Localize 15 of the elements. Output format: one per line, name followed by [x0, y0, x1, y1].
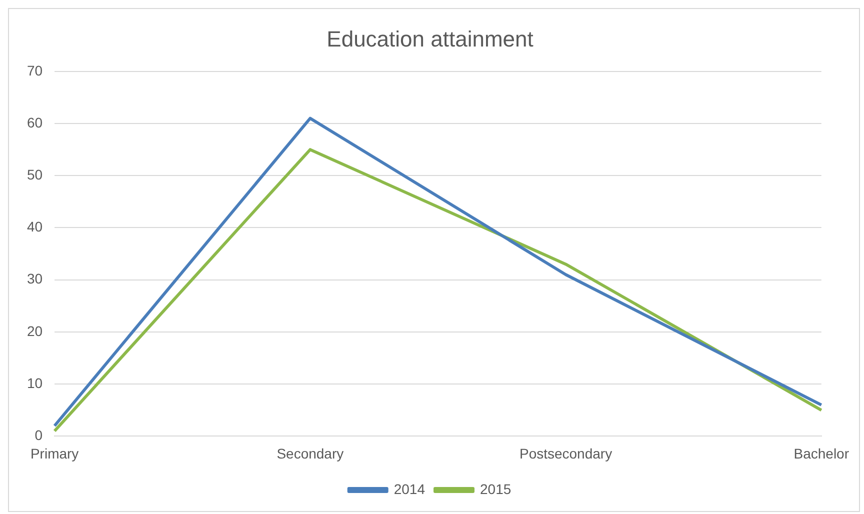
y-tick-label: 50 [26, 166, 43, 182]
x-tick-label: Primary [30, 445, 79, 462]
x-tick-label: Bachelor [794, 445, 850, 462]
legend-label: 2014 [394, 480, 426, 497]
y-tick-label: 10 [26, 374, 43, 391]
y-tick-label: 20 [26, 322, 43, 339]
legend-label: 2015 [480, 480, 512, 497]
y-tick-label: 0 [34, 427, 43, 444]
x-tick-label: Secondary [276, 445, 344, 462]
y-tick-label: 40 [26, 218, 43, 235]
y-tick-label: 70 [26, 62, 43, 78]
x-tick-label: Postsecondary [519, 445, 612, 462]
y-tick-label: 60 [26, 114, 43, 130]
y-tick-label: 30 [26, 270, 43, 287]
chart-title: Education attainment [326, 26, 534, 52]
